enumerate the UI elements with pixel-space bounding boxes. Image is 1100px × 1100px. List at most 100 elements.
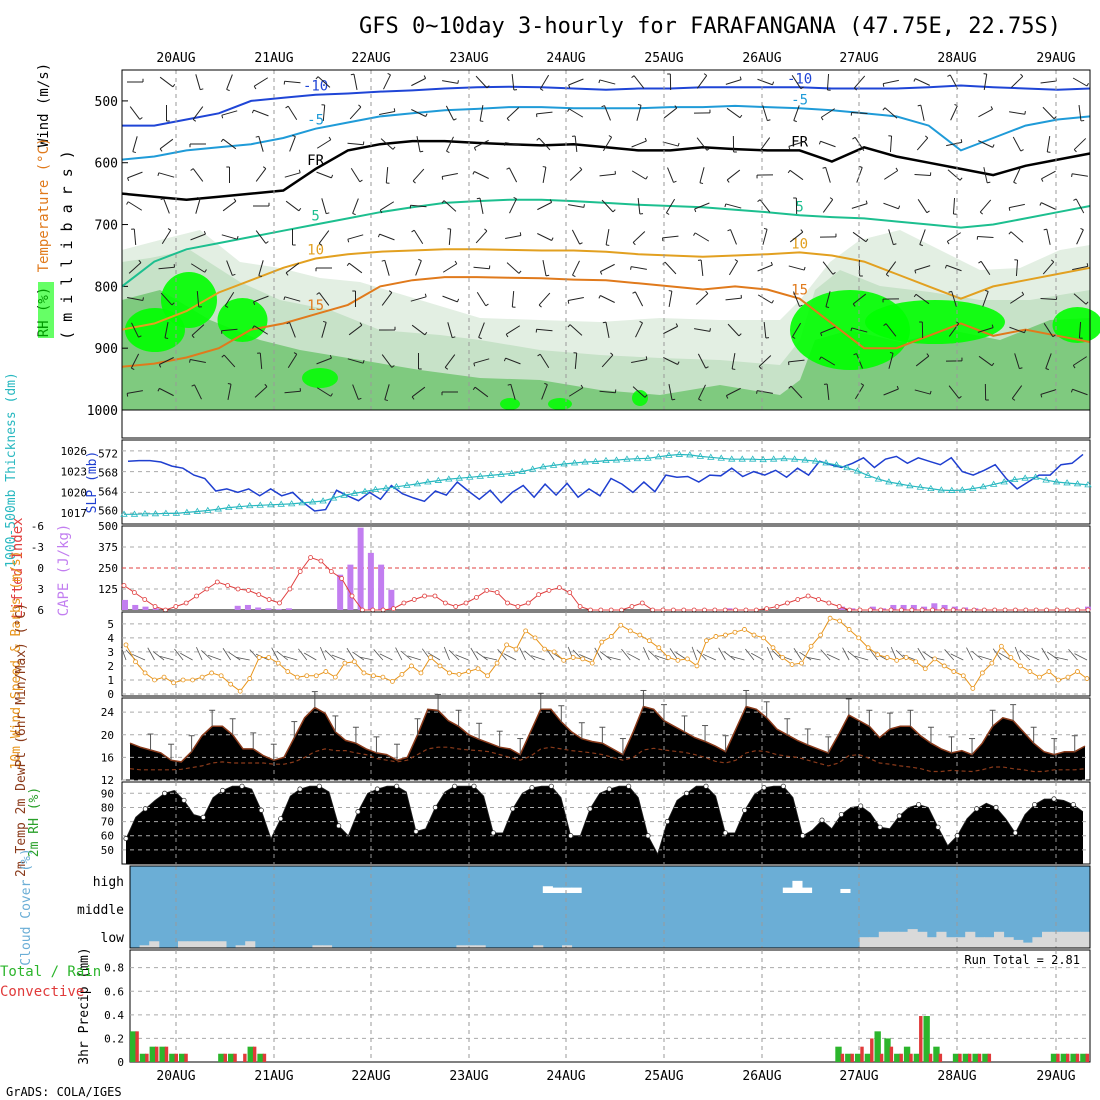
wind-barb-flag bbox=[757, 199, 761, 203]
wind-speed-point bbox=[656, 645, 662, 651]
precip-conv-bar bbox=[223, 1053, 227, 1062]
cape-tick-500: 500 bbox=[98, 520, 118, 533]
wind-barb-flag bbox=[258, 275, 263, 278]
wind-speed-point bbox=[504, 642, 509, 648]
cloud-low-bar bbox=[1003, 937, 1014, 948]
thickness-point bbox=[633, 454, 642, 462]
wind-barb-flag bbox=[1053, 116, 1057, 120]
wind-barb-flag bbox=[1047, 151, 1051, 153]
wind-barb-10m bbox=[303, 652, 317, 661]
wind-speed-point bbox=[865, 645, 871, 651]
wind-speed-point bbox=[875, 652, 881, 658]
precip-total-bar bbox=[972, 1053, 979, 1062]
wind-speed-point bbox=[1065, 674, 1071, 680]
wind-barb bbox=[158, 172, 175, 178]
wind-tick-4: 4 bbox=[107, 632, 114, 645]
wind-barb bbox=[572, 260, 580, 276]
cape-bar bbox=[265, 608, 272, 610]
wind-barb bbox=[379, 201, 395, 211]
wind-speed-point bbox=[161, 674, 167, 680]
precip-total-bar bbox=[884, 1038, 891, 1062]
lifted-index-point bbox=[774, 604, 780, 609]
lifted-index-point bbox=[1054, 607, 1060, 613]
wind-barb bbox=[1072, 265, 1088, 271]
wind-barb bbox=[411, 109, 426, 117]
cloud-level-low: low bbox=[101, 931, 125, 946]
precip-axis-label: 3hr Precip (mm) bbox=[77, 947, 92, 1064]
wind-barb bbox=[255, 168, 267, 182]
wind-axis-label: 10m Wind Speed & Barbs (m/s) bbox=[9, 550, 24, 769]
wind-barb bbox=[474, 386, 489, 398]
rh-point bbox=[220, 787, 226, 794]
wind-barb bbox=[726, 107, 741, 119]
precip-total-bar bbox=[139, 1053, 147, 1062]
thickness-point bbox=[989, 480, 998, 487]
wind-barb bbox=[287, 105, 298, 121]
wind-speed-point bbox=[513, 646, 519, 652]
wind-barb bbox=[1073, 293, 1087, 305]
wind-barb bbox=[820, 140, 836, 148]
thickness-point bbox=[277, 500, 285, 507]
wind-barb bbox=[789, 169, 804, 181]
wind-speed-point bbox=[675, 657, 681, 663]
wind-barb-10m bbox=[443, 646, 450, 661]
thickness-point bbox=[382, 484, 390, 491]
cloud-axis-label: Cloud Cover (%) bbox=[19, 848, 34, 965]
rh-tick-60: 60 bbox=[101, 830, 114, 843]
wind-barb bbox=[889, 135, 893, 153]
wind-barb-flag bbox=[572, 274, 576, 278]
wind-barb bbox=[411, 324, 426, 336]
isotherm-5 bbox=[121, 198, 1091, 288]
slp-frame bbox=[121, 439, 1091, 525]
wind-barb bbox=[321, 322, 327, 338]
wind-barb bbox=[1014, 353, 1020, 369]
lifted-index-point bbox=[816, 597, 821, 602]
thickness-point bbox=[623, 455, 631, 462]
thickness-point bbox=[130, 510, 139, 517]
wind-barb-10m bbox=[971, 650, 983, 661]
thickness-point bbox=[686, 451, 694, 458]
precip-conv-bar bbox=[860, 1046, 864, 1062]
precip-total-bar bbox=[1080, 1053, 1087, 1062]
lifted-index-point bbox=[411, 597, 417, 602]
wind-speed-point bbox=[1046, 669, 1052, 674]
wind-barb-flag bbox=[1051, 259, 1055, 263]
wind-barb-flag bbox=[644, 394, 648, 398]
wind-barb bbox=[475, 230, 488, 244]
cloud-high-bar bbox=[792, 880, 803, 893]
wind-barb-10m bbox=[950, 653, 964, 661]
wind-barb-flag bbox=[221, 354, 225, 358]
lifted-index-point bbox=[1064, 607, 1070, 613]
wind-barb-flag bbox=[1086, 82, 1089, 87]
wind-barb bbox=[1010, 231, 1024, 243]
wind-barb bbox=[948, 385, 960, 399]
wind-barb-flag bbox=[694, 208, 697, 213]
precip-conv-bar bbox=[928, 1053, 933, 1062]
wind-barb-flag bbox=[832, 271, 836, 275]
wind-barb-flag bbox=[359, 179, 363, 183]
wind-speed-point bbox=[808, 643, 814, 649]
thickness-point bbox=[225, 503, 233, 511]
wind-barb bbox=[1072, 77, 1088, 87]
rh-legend-swatch bbox=[38, 282, 54, 338]
isotherm-label-15-1: 15 bbox=[791, 283, 808, 299]
wind-barb bbox=[475, 75, 488, 89]
lifted-index-point bbox=[888, 607, 894, 613]
lifted-index-point bbox=[515, 604, 521, 609]
cloud-low-bar bbox=[917, 931, 928, 948]
wind-barb bbox=[915, 355, 930, 367]
wind-speed-point bbox=[761, 635, 766, 641]
lifted-index-point bbox=[536, 592, 542, 597]
wind-barb-flag bbox=[644, 137, 647, 142]
wind-speed-point bbox=[1075, 669, 1080, 674]
wind-barb bbox=[352, 198, 359, 214]
thickness-point bbox=[445, 475, 453, 482]
date-tick-bottom-9: 29AUG bbox=[1036, 1069, 1075, 1084]
thickness-point bbox=[204, 506, 212, 513]
wind-barb bbox=[888, 353, 894, 369]
wind-speed-point bbox=[171, 680, 176, 686]
wind-speed-point bbox=[133, 659, 138, 665]
cape-bar bbox=[378, 564, 385, 610]
wind-barb-flag bbox=[787, 170, 791, 174]
